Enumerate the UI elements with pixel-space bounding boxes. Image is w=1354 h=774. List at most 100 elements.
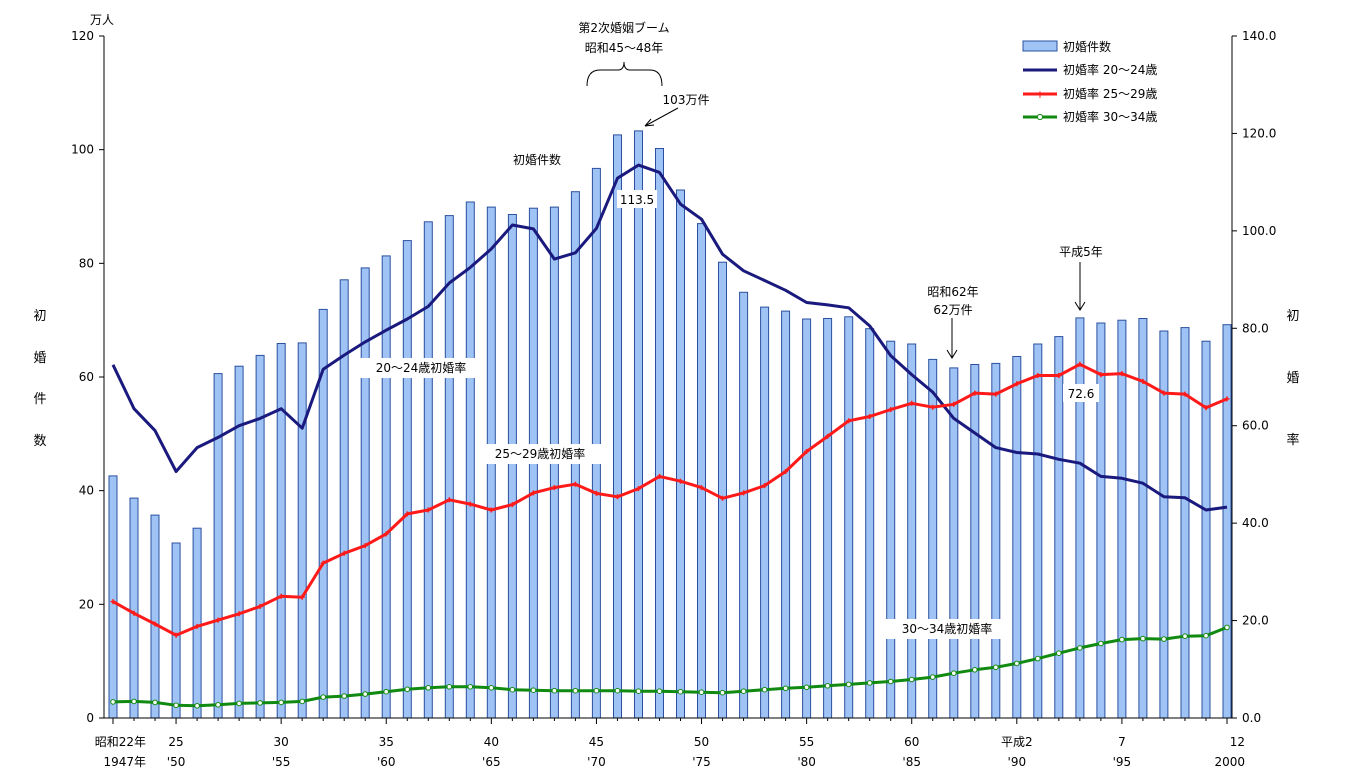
bar-1980 <box>802 318 812 719</box>
point-1984 <box>888 407 894 413</box>
point-1953 <box>236 700 242 707</box>
x-tick-label: 昭和22年 <box>95 735 146 749</box>
point-1995 <box>1119 371 1125 377</box>
bar-1955 <box>276 343 286 719</box>
x-tick-sublabel: '70 <box>587 755 606 769</box>
point-2000 <box>1224 396 1230 402</box>
point-1987 <box>951 401 957 407</box>
x-tick-sublabel: 2000 <box>1214 755 1245 769</box>
point-1960 <box>383 531 389 537</box>
point-1970 <box>593 687 600 694</box>
point-1981 <box>824 683 831 689</box>
x-tick-label: 25 <box>168 735 183 749</box>
bar-1997 <box>1159 330 1169 719</box>
bar-1972 <box>634 130 643 719</box>
point-1975 <box>699 485 704 491</box>
point-1979 <box>783 469 789 474</box>
boom-title-label: 第2次婚姻ブーム <box>578 20 669 35</box>
point-1974 <box>678 478 683 484</box>
point-1960 <box>383 688 390 695</box>
left-tick-label: 60 <box>79 370 94 384</box>
x-tick-sublabel: '90 <box>1008 755 1027 769</box>
ylabel-left-char: 初 <box>33 309 46 324</box>
point-1967 <box>530 687 537 694</box>
right-tick-label: 0.0 <box>1242 711 1261 725</box>
point-1947 <box>110 599 116 605</box>
boom-period-label: 昭和45～48年 <box>585 41 664 55</box>
point-1950 <box>173 632 179 638</box>
point-1948 <box>131 698 137 705</box>
x-tick-label: 45 <box>589 735 604 749</box>
bar-1956 <box>297 342 307 719</box>
legend-marker-2529: + <box>1035 88 1044 101</box>
x-tick-sublabel: '50 <box>167 755 186 769</box>
peak-rate-bg <box>617 190 657 208</box>
point-1977 <box>741 490 747 496</box>
low-count-arrowhead <box>946 349 958 359</box>
bar-1995 <box>1117 319 1127 719</box>
low-count-label: 62万件 <box>933 303 972 317</box>
point-1969 <box>572 481 578 487</box>
point-1974 <box>677 688 684 695</box>
point-1950 <box>173 702 179 709</box>
point-1966 <box>509 686 516 693</box>
point-1973 <box>656 688 663 695</box>
point-1956 <box>299 698 306 705</box>
bar-1998 <box>1180 327 1190 719</box>
line-series-1 <box>111 163 1228 512</box>
bar-1952 <box>213 373 223 719</box>
bar-1994 <box>1096 322 1106 719</box>
point-1986 <box>930 404 936 410</box>
x-tick-sublabel: '55 <box>272 755 291 769</box>
point-1957 <box>320 694 327 700</box>
point-1986 <box>929 674 936 680</box>
point-1978 <box>761 686 768 693</box>
label-3034-bg <box>883 619 1011 639</box>
point-1963 <box>446 684 453 690</box>
bar-1992 <box>1054 336 1064 719</box>
point-1992 <box>1056 373 1062 378</box>
point-2000 <box>1224 624 1230 631</box>
legend-label-3034: 初婚率 30～34歳 <box>1063 109 1157 124</box>
bar-1962 <box>423 221 433 719</box>
x-tick-label: 60 <box>904 735 919 749</box>
point-1968 <box>551 687 558 694</box>
x-tick-label: 30 <box>274 735 289 749</box>
left-tick-label: 40 <box>79 484 94 498</box>
point-1954 <box>257 700 263 706</box>
point-1958 <box>341 550 347 556</box>
bar-1947 <box>108 475 118 719</box>
point-1995 <box>1119 636 1125 643</box>
bar-1975 <box>697 223 706 719</box>
point-1989 <box>993 664 999 671</box>
point-1984 <box>887 678 894 685</box>
bar-1964 <box>465 201 475 719</box>
point-1963 <box>446 497 452 503</box>
bar-1976 <box>718 261 727 719</box>
point-1962 <box>425 507 431 513</box>
bar-1950 <box>171 542 181 719</box>
bar-1981 <box>823 318 833 719</box>
point-1959 <box>362 691 369 697</box>
point-1953 <box>236 611 242 617</box>
bar-series-label: 初婚件数 <box>513 152 561 167</box>
peak-count-label: 103万件 <box>663 93 710 107</box>
right-tick-label: 140.0 <box>1242 29 1276 43</box>
point-1992 <box>1056 650 1062 657</box>
x-tick-label: 40 <box>484 735 499 749</box>
ylabel-right-char: 婚 <box>1286 371 1299 386</box>
point-1976 <box>719 689 726 696</box>
point-1983 <box>867 414 873 419</box>
point-1993 <box>1077 361 1083 367</box>
legend: 初婚件数 初婚率 20～24歳 + 初婚率 25～29歳 初婚率 30～34歳 <box>1022 39 1157 124</box>
point-1975 <box>698 689 705 696</box>
bar-1984 <box>886 340 896 719</box>
bar-1991 <box>1033 343 1043 719</box>
bar-1974 <box>676 189 685 719</box>
bar-1977 <box>739 291 749 719</box>
label-3034: 30～34歳初婚率 <box>902 621 993 636</box>
point-1969 <box>572 687 579 694</box>
low-year-label: 昭和62年 <box>927 285 978 299</box>
x-tick-sublabel: '95 <box>1113 755 1132 769</box>
